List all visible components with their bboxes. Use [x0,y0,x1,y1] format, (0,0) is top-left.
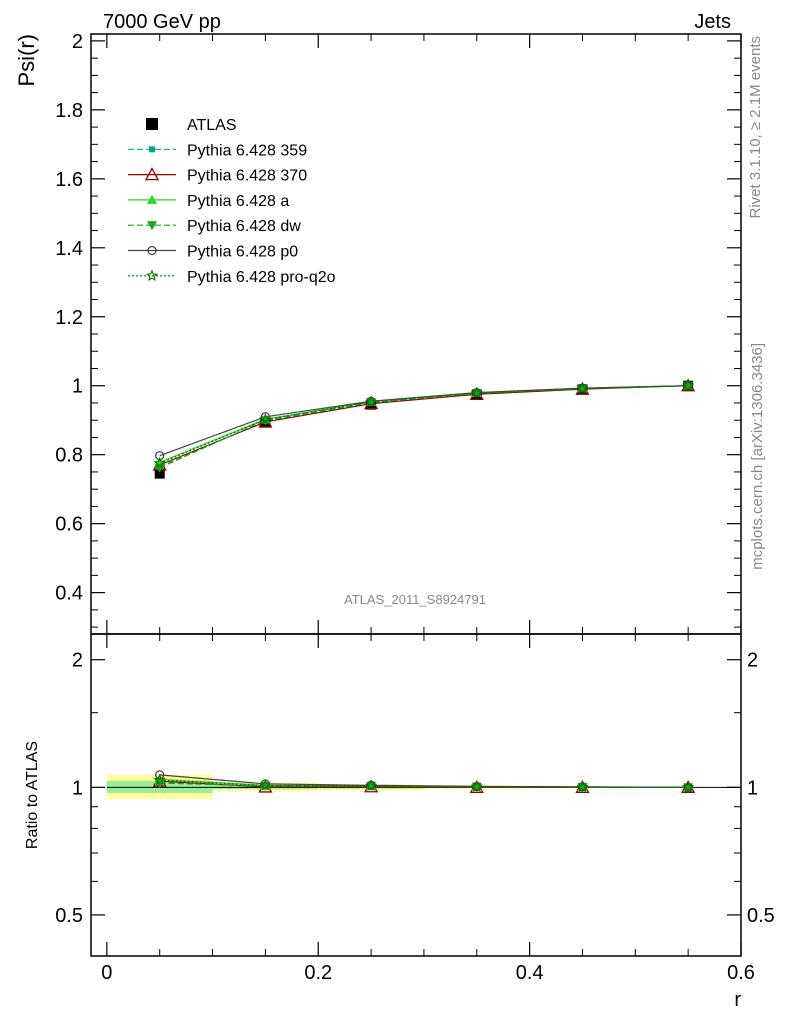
header-left: 7000 GeV pp [103,11,221,33]
ratio-ytick-label-left-1: 1 [72,777,83,799]
legend-label-pythia-6-428-pro-q2o: Pythia 6.428 pro-q2o [187,269,336,286]
main-point-pythia-6-428-pro-q2o-1 [259,413,272,425]
main-ytick-label-3: 1 [72,376,83,398]
legend-marker-pythia-6-428-dw [147,221,157,231]
ratio-ytick-label-left-0: 0.5 [55,905,83,927]
ratio-frame [90,633,742,957]
ratio-point-pythia-6-428-pro-q2o-5 [682,780,695,793]
main-ylabel: Psi(r) [14,34,39,87]
main-line-pythia-6-428-p0 [159,385,689,457]
legend: ATLAS Pythia 6.428 359 Pythia 6.428 370 Pyt… [128,117,336,286]
main-ytick-label-5: 1.4 [55,238,83,260]
ratio-point-pythia-6-428-p0-0 [155,770,165,780]
ratio-ytick-label-right-0: 0.5 [747,905,775,927]
legend-marker-atlas [146,118,158,130]
xtick-label-2: 0.4 [516,962,544,984]
legend-label-atlas: ATLAS [187,117,237,134]
ratio-ylabel: Ratio to ATLAS [24,741,41,849]
legend-marker-pythia-6-428-a [147,194,157,204]
ratio-point-pythia-6-428-pro-q2o-4 [576,780,589,793]
main-ytick-label-8: 2 [72,31,83,53]
main-point-pythia-6-428-pro-q2o-5 [682,379,695,391]
ratio-point-pythia-6-428-pro-q2o-1 [259,779,272,791]
main-ytick-label-1: 0.6 [55,514,83,536]
ratio-point-pythia-6-428-pro-q2o-2 [364,779,378,792]
main-ytick-label-6: 1.6 [55,169,83,191]
main-ytick-label-7: 1.8 [55,100,83,122]
main-ytick-label-2: 0.8 [55,445,83,467]
ratio-line-pythia-6-428-pro-q2o [159,779,689,788]
main-point-pythia-6-428-pro-q2o-0 [153,456,166,469]
ratio-ytick-label-left-2: 2 [72,650,83,672]
main-point-pythia-6-428-pro-q2o-2 [364,395,378,408]
main-panel: 0.4 0.6 0.8 1 1.2 1.4 1.6 1.8 2 [55,31,742,635]
xtick-label-0: 0 [101,962,112,984]
ratio-panel: 0 0.2 0.4 0.6 0.5 0.5 1 1 2 2 [55,633,775,984]
main-ytick-label-4: 1.2 [55,307,83,329]
legend-label-pythia-6-428-370: Pythia 6.428 370 [187,168,307,185]
ratio-ytick-label-right-1: 1 [747,777,758,799]
mcplots-label: mcplots.cern.ch [arXiv:1306.3436] [749,343,766,570]
main-point-pythia-6-428-pro-q2o-3 [470,386,483,399]
legend-marker-pythia-6-428-pro-q2o [145,269,159,282]
x-axis-label: r [734,989,741,1011]
header-right: Jets [694,11,731,33]
legend-marker-pythia-6-428-p0 [147,245,157,256]
xtick-label-3: 0.6 [727,962,755,984]
legend-label-pythia-6-428-dw: Pythia 6.428 dw [187,218,301,235]
main-point-pythia-6-428-pro-q2o-4 [576,382,589,394]
legend-marker-pythia-6-428-359 [149,146,155,153]
analysis-label: ATLAS_2011_S8924791 [344,592,486,607]
ratio-ytick-label-right-2: 2 [747,650,758,672]
legend-label-pythia-6-428-a: Pythia 6.428 a [187,193,289,210]
ratio-point-pythia-6-428-pro-q2o-0 [153,773,166,786]
main-ytick-label-0: 0.4 [55,583,83,605]
legend-label-pythia-6-428-359: Pythia 6.428 359 [187,142,307,159]
main-point-atlas-0 [154,468,165,479]
legend-label-pythia-6-428-p0: Pythia 6.428 p0 [187,244,298,261]
rivet-label: Rivet 3.1.10, ≥ 2.1M events [747,36,764,219]
xtick-label-1: 0.2 [304,962,332,984]
ratio-point-pythia-6-428-pro-q2o-3 [470,780,483,792]
main-point-pythia-6-428-p0-1 [260,412,271,422]
legend-marker-pythia-6-428-370 [144,167,160,181]
